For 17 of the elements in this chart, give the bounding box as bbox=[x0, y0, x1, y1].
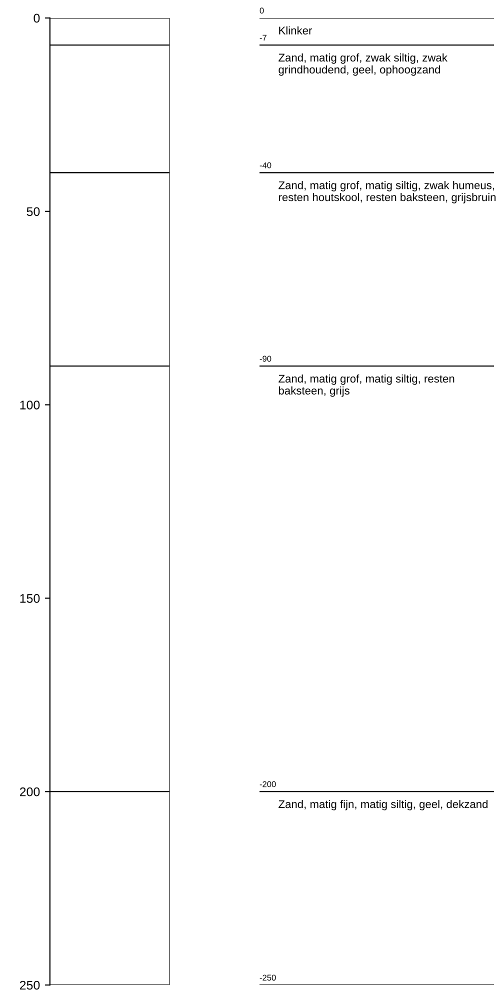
y2-tick-label: -200 bbox=[260, 781, 276, 788]
y-tick-label: 250 bbox=[20, 980, 40, 990]
y2-tick-label: -7 bbox=[260, 34, 266, 41]
text: Klinker bbox=[279, 26, 312, 34]
text: Zand, matig grof, matig siltig, resten baksteen, grijs bbox=[278, 374, 454, 397]
y-tick-label: 150 bbox=[20, 594, 40, 603]
text: Zand, matig grof, zwak siltig, zwak grindhoudend, geel, ophoogzand bbox=[278, 53, 448, 76]
y-tick-label: 200 bbox=[20, 787, 40, 796]
y2-tick-label: -90 bbox=[260, 356, 272, 362]
text: Zand, matig fijn, matig siltig, geel, dekzand bbox=[278, 800, 488, 810]
y-tick-label: 50 bbox=[26, 207, 40, 216]
y-tick-label: 0 bbox=[34, 14, 40, 23]
text: Zand, matig grof, matig siltig, zwak humeus, resten houtskool, resten baksteen, grijsbruin bbox=[278, 181, 496, 204]
y-tick-label: 100 bbox=[20, 400, 40, 410]
y2-tick-label: 0 bbox=[260, 8, 264, 14]
y2-tick-label: -250 bbox=[260, 974, 276, 981]
y2-tick-label: -40 bbox=[260, 162, 272, 168]
